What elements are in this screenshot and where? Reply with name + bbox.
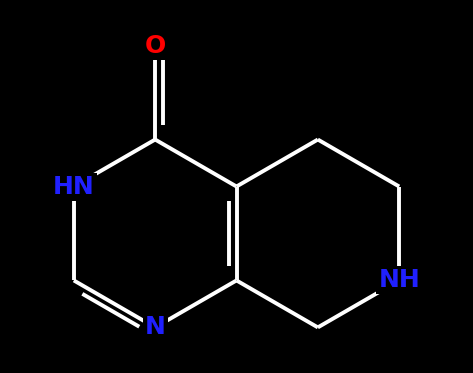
Text: HN: HN xyxy=(53,175,95,198)
Text: N: N xyxy=(145,316,166,339)
Text: NH: NH xyxy=(378,269,420,292)
Text: O: O xyxy=(145,34,166,57)
